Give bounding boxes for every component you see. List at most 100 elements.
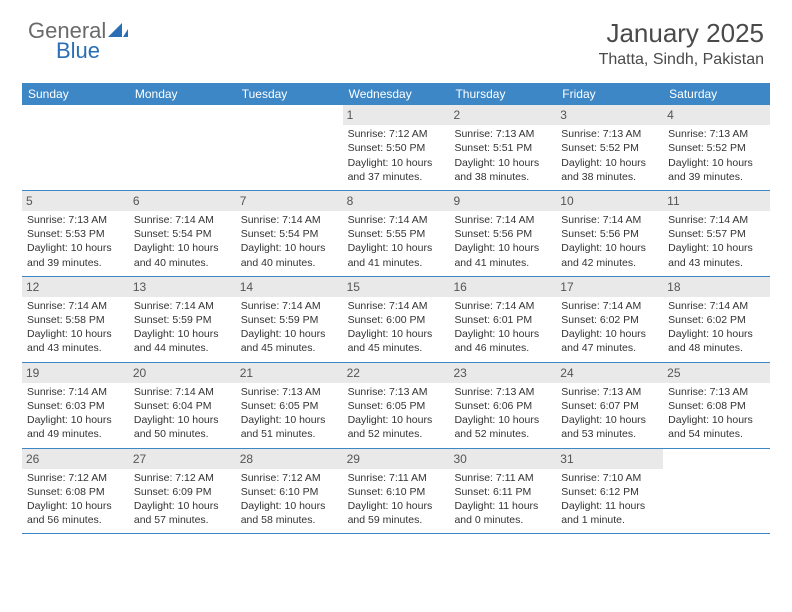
- sunset-text: Sunset: 6:05 PM: [348, 399, 445, 413]
- sunrise-text: Sunrise: 7:13 AM: [454, 127, 551, 141]
- title-block: January 2025 Thatta, Sindh, Pakistan: [599, 18, 764, 69]
- calendar-cell: [129, 105, 236, 190]
- sunrise-text: Sunrise: 7:14 AM: [668, 213, 765, 227]
- daylight-text: Daylight: 10 hours and 58 minutes.: [241, 499, 338, 527]
- sunset-text: Sunset: 6:01 PM: [454, 313, 551, 327]
- sunrise-text: Sunrise: 7:13 AM: [668, 127, 765, 141]
- day-number: 30: [449, 449, 556, 469]
- sunrise-text: Sunrise: 7:12 AM: [241, 471, 338, 485]
- daylight-text: Daylight: 10 hours and 45 minutes.: [241, 327, 338, 355]
- sunset-text: Sunset: 5:50 PM: [348, 141, 445, 155]
- calendar-cell: 12Sunrise: 7:14 AMSunset: 5:58 PMDayligh…: [22, 277, 129, 362]
- sunset-text: Sunset: 5:53 PM: [27, 227, 124, 241]
- day-number: 19: [22, 363, 129, 383]
- daylight-text: Daylight: 10 hours and 52 minutes.: [454, 413, 551, 441]
- calendar-cell: 10Sunrise: 7:14 AMSunset: 5:56 PMDayligh…: [556, 191, 663, 276]
- calendar-cell: 4Sunrise: 7:13 AMSunset: 5:52 PMDaylight…: [663, 105, 770, 190]
- weeks-container: 1Sunrise: 7:12 AMSunset: 5:50 PMDaylight…: [22, 105, 770, 534]
- calendar-cell: 30Sunrise: 7:11 AMSunset: 6:11 PMDayligh…: [449, 449, 556, 534]
- calendar-cell: 20Sunrise: 7:14 AMSunset: 6:04 PMDayligh…: [129, 363, 236, 448]
- sunrise-text: Sunrise: 7:12 AM: [348, 127, 445, 141]
- day-number: 10: [556, 191, 663, 211]
- sunset-text: Sunset: 5:52 PM: [561, 141, 658, 155]
- calendar-cell: 22Sunrise: 7:13 AMSunset: 6:05 PMDayligh…: [343, 363, 450, 448]
- sunset-text: Sunset: 6:08 PM: [27, 485, 124, 499]
- sunset-text: Sunset: 6:12 PM: [561, 485, 658, 499]
- sunset-text: Sunset: 6:10 PM: [241, 485, 338, 499]
- week-row: 5Sunrise: 7:13 AMSunset: 5:53 PMDaylight…: [22, 191, 770, 277]
- sunset-text: Sunset: 5:54 PM: [241, 227, 338, 241]
- daylight-text: Daylight: 10 hours and 59 minutes.: [348, 499, 445, 527]
- location-text: Thatta, Sindh, Pakistan: [599, 51, 764, 69]
- sunset-text: Sunset: 6:08 PM: [668, 399, 765, 413]
- calendar-cell: 7Sunrise: 7:14 AMSunset: 5:54 PMDaylight…: [236, 191, 343, 276]
- sunrise-text: Sunrise: 7:14 AM: [454, 299, 551, 313]
- logo: GeneralBlue: [28, 18, 128, 64]
- daylight-text: Daylight: 10 hours and 42 minutes.: [561, 241, 658, 269]
- day-number: 18: [663, 277, 770, 297]
- day-number: 4: [663, 105, 770, 125]
- daylight-text: Daylight: 10 hours and 57 minutes.: [134, 499, 231, 527]
- sunset-text: Sunset: 6:04 PM: [134, 399, 231, 413]
- daylight-text: Daylight: 10 hours and 52 minutes.: [348, 413, 445, 441]
- sunset-text: Sunset: 6:07 PM: [561, 399, 658, 413]
- daylight-text: Daylight: 11 hours and 1 minute.: [561, 499, 658, 527]
- day-number: 12: [22, 277, 129, 297]
- calendar-cell: 21Sunrise: 7:13 AMSunset: 6:05 PMDayligh…: [236, 363, 343, 448]
- daylight-text: Daylight: 10 hours and 44 minutes.: [134, 327, 231, 355]
- calendar-cell: 11 Sunrise: 7:14 AMSunset: 5:57 PMDayligh…: [663, 191, 770, 276]
- sunrise-text: Sunrise: 7:14 AM: [561, 299, 658, 313]
- day-number: 1: [343, 105, 450, 125]
- sunset-text: Sunset: 6:00 PM: [348, 313, 445, 327]
- sunrise-text: Sunrise: 7:13 AM: [454, 385, 551, 399]
- sunrise-text: Sunrise: 7:14 AM: [134, 213, 231, 227]
- sunset-text: Sunset: 5:57 PM: [668, 227, 765, 241]
- calendar-cell: 18Sunrise: 7:14 AMSunset: 6:02 PMDayligh…: [663, 277, 770, 362]
- day-header: Tuesday: [236, 83, 343, 105]
- sunset-text: Sunset: 6:10 PM: [348, 485, 445, 499]
- sunrise-text: Sunrise: 7:13 AM: [27, 213, 124, 227]
- sunrise-text: Sunrise: 7:10 AM: [561, 471, 658, 485]
- calendar: SundayMondayTuesdayWednesdayThursdayFrid…: [22, 83, 770, 534]
- calendar-cell: 23Sunrise: 7:13 AMSunset: 6:06 PMDayligh…: [449, 363, 556, 448]
- daylight-text: Daylight: 10 hours and 39 minutes.: [668, 156, 765, 184]
- daylight-text: Daylight: 11 hours and 0 minutes.: [454, 499, 551, 527]
- week-row: 12Sunrise: 7:14 AMSunset: 5:58 PMDayligh…: [22, 277, 770, 363]
- day-header: Saturday: [663, 83, 770, 105]
- calendar-cell: 16Sunrise: 7:14 AMSunset: 6:01 PMDayligh…: [449, 277, 556, 362]
- daylight-text: Daylight: 10 hours and 45 minutes.: [348, 327, 445, 355]
- daylight-text: Daylight: 10 hours and 54 minutes.: [668, 413, 765, 441]
- day-header: Thursday: [449, 83, 556, 105]
- day-number: 26: [22, 449, 129, 469]
- day-number: 23: [449, 363, 556, 383]
- daylight-text: Daylight: 10 hours and 40 minutes.: [134, 241, 231, 269]
- daylight-text: Daylight: 10 hours and 41 minutes.: [348, 241, 445, 269]
- sunrise-text: Sunrise: 7:11 AM: [348, 471, 445, 485]
- sunrise-text: Sunrise: 7:14 AM: [241, 213, 338, 227]
- sunset-text: Sunset: 5:51 PM: [454, 141, 551, 155]
- calendar-cell: 15Sunrise: 7:14 AMSunset: 6:00 PMDayligh…: [343, 277, 450, 362]
- daylight-text: Daylight: 10 hours and 38 minutes.: [454, 156, 551, 184]
- sunrise-text: Sunrise: 7:14 AM: [454, 213, 551, 227]
- sunset-text: Sunset: 6:09 PM: [134, 485, 231, 499]
- sunset-text: Sunset: 5:56 PM: [454, 227, 551, 241]
- day-number: 11: [663, 191, 770, 211]
- daylight-text: Daylight: 10 hours and 43 minutes.: [668, 241, 765, 269]
- day-header: Sunday: [22, 83, 129, 105]
- daylight-text: Daylight: 10 hours and 56 minutes.: [27, 499, 124, 527]
- sunrise-text: Sunrise: 7:12 AM: [134, 471, 231, 485]
- sunrise-text: Sunrise: 7:14 AM: [27, 299, 124, 313]
- sunrise-text: Sunrise: 7:12 AM: [27, 471, 124, 485]
- calendar-cell: 19Sunrise: 7:14 AMSunset: 6:03 PMDayligh…: [22, 363, 129, 448]
- daylight-text: Daylight: 10 hours and 49 minutes.: [27, 413, 124, 441]
- day-number: 22: [343, 363, 450, 383]
- day-header: Friday: [556, 83, 663, 105]
- daylight-text: Daylight: 10 hours and 39 minutes.: [27, 241, 124, 269]
- calendar-cell: 6Sunrise: 7:14 AMSunset: 5:54 PMDaylight…: [129, 191, 236, 276]
- day-header: Monday: [129, 83, 236, 105]
- sunset-text: Sunset: 5:54 PM: [134, 227, 231, 241]
- sunrise-text: Sunrise: 7:13 AM: [561, 127, 658, 141]
- daylight-text: Daylight: 10 hours and 40 minutes.: [241, 241, 338, 269]
- day-number: 21: [236, 363, 343, 383]
- day-header-row: SundayMondayTuesdayWednesdayThursdayFrid…: [22, 83, 770, 105]
